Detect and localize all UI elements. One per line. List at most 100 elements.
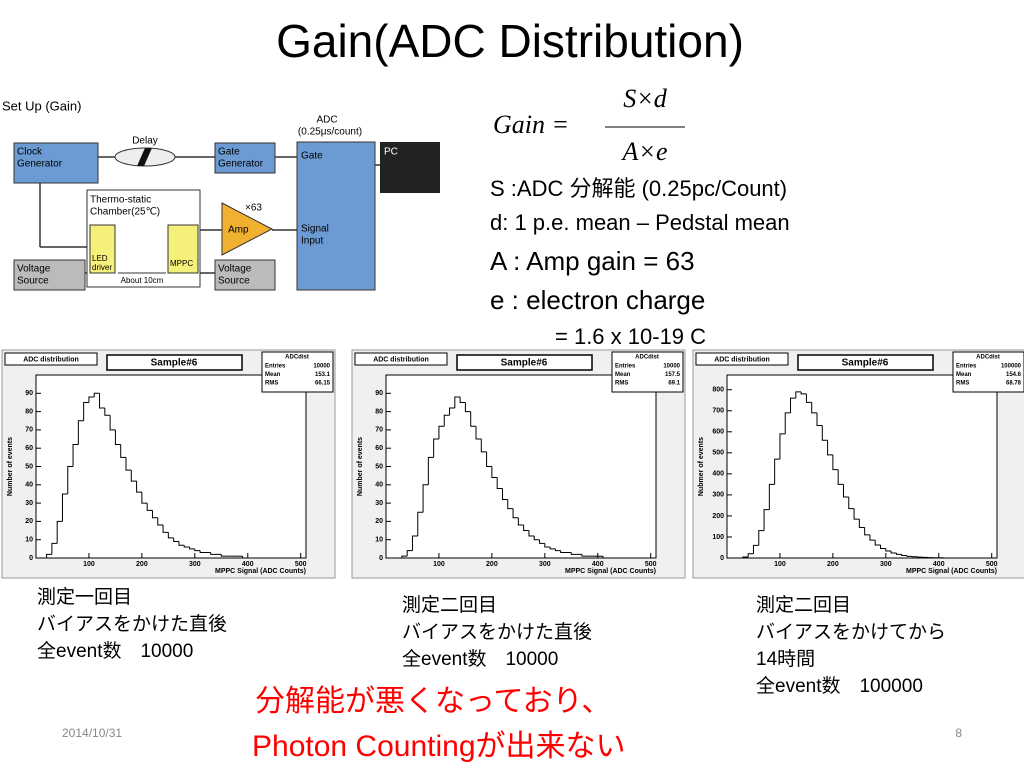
caption: バイアスをかけた直後 (402, 621, 592, 643)
stats-key: Mean (615, 372, 631, 378)
y-tick-label: 60 (375, 445, 383, 452)
x-tick-label: 200 (486, 561, 498, 568)
caption: 全event数 10000 (37, 640, 193, 662)
label: Gate (218, 147, 240, 158)
y-tick-label: 30 (25, 500, 33, 507)
x-tick-label: 200 (827, 561, 839, 568)
slide-title: Gain(ADC Distribution) (276, 15, 744, 67)
caption: 測定二回目 (756, 594, 851, 616)
label: Thermo-static (90, 195, 151, 206)
y-tick-label: 80 (375, 408, 383, 415)
y-tick-label: 80 (25, 408, 33, 415)
x-tick-label: 400 (592, 561, 604, 568)
stats-value: 68.78 (1006, 381, 1022, 387)
label: ×63 (245, 203, 262, 214)
chart-title: ADC distribution (714, 356, 770, 363)
label: About 10cm (121, 276, 164, 285)
y-tick-label: 200 (712, 513, 724, 520)
label: Input (301, 236, 323, 247)
definition: = 1.6 x 10-19 C (555, 324, 706, 349)
chart-subtitle: Sample#6 (842, 358, 889, 369)
y-axis-label: Nubmer of events (698, 437, 705, 496)
x-tick-label: 100 (433, 561, 445, 568)
definition: e : electron charge (490, 285, 705, 315)
label: Source (218, 276, 250, 287)
stats-key: Entries (265, 364, 286, 370)
y-tick-label: 0 (379, 555, 383, 562)
y-tick-label: 30 (375, 500, 383, 507)
stats-value: 69.1 (668, 381, 680, 387)
caption: 全event数 10000 (402, 648, 558, 670)
stats-value: 10000 (313, 364, 330, 370)
y-tick-label: 40 (375, 482, 383, 489)
label: LED (92, 254, 108, 263)
y-tick-label: 10 (25, 537, 33, 544)
y-tick-label: 70 (25, 427, 33, 434)
label: (0.25μs/count) (298, 127, 362, 138)
y-tick-label: 600 (712, 429, 724, 436)
label: Amp (228, 225, 249, 236)
label: Voltage (17, 264, 51, 275)
x-axis-label: MPPC Signal (ADC Counts) (565, 568, 656, 575)
x-axis-label: MPPC Signal (ADC Counts) (906, 568, 997, 575)
x-tick-label: 400 (242, 561, 254, 568)
label: ADC (316, 115, 337, 126)
caption: 14時間 (756, 648, 815, 670)
label: Source (17, 276, 49, 287)
y-axis-label: Number of events (7, 437, 14, 496)
definition: d: 1 p.e. mean – Pedstal mean (490, 210, 790, 235)
y-tick-label: 500 (712, 450, 724, 457)
label: Delay (132, 136, 158, 147)
stats-value: 153.1 (315, 372, 331, 378)
label: PC (384, 147, 398, 158)
conclusion: 分解能が悪くなっており、 (255, 685, 611, 718)
formula: S×d (623, 84, 668, 113)
y-tick-label: 20 (375, 518, 383, 525)
x-tick-label: 300 (539, 561, 551, 568)
x-tick-label: 500 (986, 561, 998, 568)
definition: A : Amp gain = 63 (490, 246, 695, 276)
stats-name: ADCdist (635, 355, 659, 361)
stats-value: 66.15 (315, 381, 331, 387)
y-tick-label: 0 (29, 555, 33, 562)
y-tick-label: 90 (375, 390, 383, 397)
x-tick-label: 500 (645, 561, 657, 568)
stats-name: ADCdist (285, 355, 309, 361)
y-tick-label: 90 (25, 390, 33, 397)
plot-area (386, 375, 656, 558)
caption: バイアスをかけてから (756, 622, 946, 643)
label: driver (92, 263, 112, 272)
y-tick-label: 40 (25, 482, 33, 489)
x-tick-label: 200 (136, 561, 148, 568)
stats-key: RMS (615, 381, 628, 387)
stats-value: 10000 (663, 364, 680, 370)
y-tick-label: 400 (712, 471, 724, 478)
y-tick-label: 0 (720, 555, 724, 562)
label: Gate (301, 151, 323, 162)
stats-key: RMS (956, 381, 969, 387)
y-tick-label: 700 (712, 408, 724, 415)
x-tick-label: 100 (83, 561, 95, 568)
label: MPPC (170, 259, 193, 268)
conclusion: Photon Countingが出来ない (252, 730, 626, 763)
plot-area (727, 375, 997, 558)
stats-key: Mean (265, 372, 281, 378)
plot-area (36, 375, 306, 558)
label: Generator (17, 159, 63, 170)
stats-key: Entries (615, 364, 636, 370)
stats-value: 100000 (1001, 364, 1022, 370)
y-tick-label: 50 (25, 463, 33, 470)
x-tick-label: 400 (933, 561, 945, 568)
formula: A×e (621, 137, 668, 166)
y-tick-label: 100 (712, 534, 724, 541)
footer-date: 2014/10/31 (62, 726, 122, 740)
stats-value: 157.5 (665, 372, 681, 378)
x-axis-label: MPPC Signal (ADC Counts) (215, 568, 306, 575)
x-tick-label: 100 (774, 561, 786, 568)
chart-title: ADC distribution (373, 356, 429, 363)
chart-title: ADC distribution (23, 356, 79, 363)
definition: S :ADC 分解能 (0.25pc/Count) (490, 176, 787, 201)
chart-subtitle: Sample#6 (501, 358, 548, 369)
stats-key: Mean (956, 372, 972, 378)
